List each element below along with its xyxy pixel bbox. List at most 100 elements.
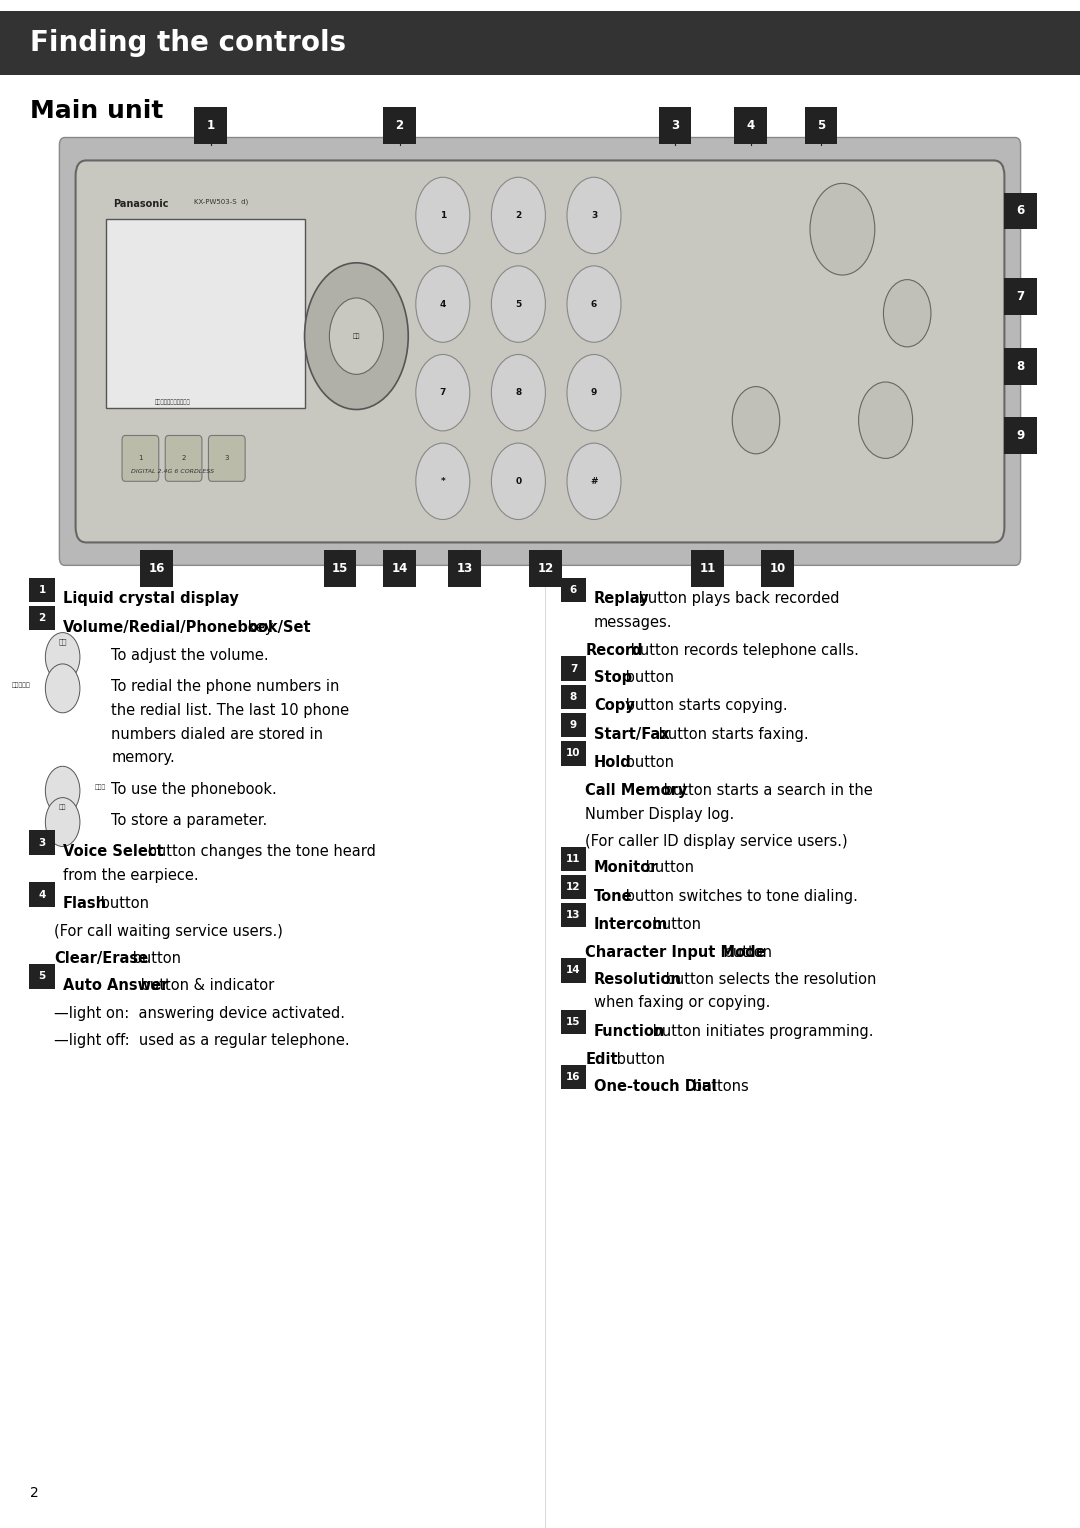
- Text: —light off:  used as a regular telephone.: —light off: used as a regular telephone.: [54, 1033, 350, 1048]
- Text: button: button: [640, 860, 693, 876]
- Text: 13: 13: [456, 562, 473, 575]
- Text: ーワンタッチダイヤルー: ーワンタッチダイヤルー: [154, 399, 191, 405]
- Text: 3: 3: [671, 119, 679, 131]
- Text: button starts copying.: button starts copying.: [621, 698, 787, 714]
- FancyBboxPatch shape: [561, 874, 586, 898]
- Text: 電話帳: 電話帳: [95, 785, 106, 790]
- FancyBboxPatch shape: [734, 107, 767, 144]
- FancyBboxPatch shape: [561, 1010, 586, 1034]
- Text: 4: 4: [440, 299, 446, 309]
- FancyBboxPatch shape: [324, 550, 356, 587]
- Text: 10: 10: [769, 562, 786, 575]
- Text: To use the phonebook.: To use the phonebook.: [111, 781, 276, 796]
- Text: 2: 2: [395, 119, 404, 131]
- Text: when faxing or copying.: when faxing or copying.: [594, 996, 770, 1010]
- Text: 12: 12: [537, 562, 554, 575]
- Text: 5: 5: [816, 119, 825, 131]
- Text: button starts faxing.: button starts faxing.: [654, 726, 809, 741]
- Text: 14: 14: [391, 562, 408, 575]
- FancyBboxPatch shape: [691, 550, 724, 587]
- Text: Clear/Erase: Clear/Erase: [54, 950, 148, 966]
- Text: Intercom: Intercom: [594, 917, 669, 932]
- Text: 2: 2: [30, 1487, 39, 1500]
- Text: 10: 10: [566, 749, 581, 758]
- Text: 12: 12: [566, 882, 581, 892]
- Text: Volume/Redial/Phonebook/Set: Volume/Redial/Phonebook/Set: [63, 620, 311, 634]
- Text: Monitor: Monitor: [594, 860, 659, 876]
- Circle shape: [567, 177, 621, 254]
- Circle shape: [45, 798, 80, 847]
- Text: button: button: [621, 669, 674, 685]
- Circle shape: [45, 633, 80, 681]
- FancyBboxPatch shape: [165, 435, 202, 481]
- Text: numbers dialed are stored in: numbers dialed are stored in: [111, 726, 323, 741]
- Text: 音量: 音量: [58, 639, 67, 645]
- Circle shape: [416, 266, 470, 342]
- Text: button switches to tone dialing.: button switches to tone dialing.: [621, 888, 858, 903]
- Circle shape: [45, 766, 80, 816]
- Circle shape: [329, 298, 383, 374]
- FancyBboxPatch shape: [561, 741, 586, 766]
- Text: 4: 4: [746, 119, 755, 131]
- Text: the redial list. The last 10 phone: the redial list. The last 10 phone: [111, 703, 349, 718]
- Text: Function: Function: [594, 1024, 665, 1039]
- Text: button: button: [719, 944, 772, 960]
- FancyBboxPatch shape: [29, 830, 55, 856]
- Text: key: key: [243, 620, 274, 634]
- Circle shape: [567, 354, 621, 431]
- FancyBboxPatch shape: [59, 138, 1021, 565]
- Text: 7: 7: [1016, 290, 1025, 303]
- Text: 6: 6: [570, 585, 577, 594]
- Text: 6: 6: [591, 299, 597, 309]
- Text: Liquid crystal display: Liquid crystal display: [63, 591, 239, 607]
- Text: 9: 9: [570, 720, 577, 730]
- Text: 15: 15: [566, 1018, 581, 1027]
- FancyBboxPatch shape: [140, 550, 173, 587]
- Text: Flash: Flash: [63, 895, 107, 911]
- Text: 9: 9: [1016, 429, 1025, 442]
- Text: 8: 8: [515, 388, 522, 397]
- Text: One-touch Dial: One-touch Dial: [594, 1079, 717, 1094]
- Text: button: button: [96, 895, 149, 911]
- FancyBboxPatch shape: [76, 160, 1004, 542]
- Circle shape: [491, 354, 545, 431]
- Text: 6: 6: [1016, 205, 1025, 217]
- Text: messages.: messages.: [594, 616, 673, 630]
- Text: button: button: [127, 950, 180, 966]
- Text: 1: 1: [440, 211, 446, 220]
- Text: Voice Select: Voice Select: [63, 843, 163, 859]
- Text: 2: 2: [39, 613, 45, 623]
- Text: 1: 1: [206, 119, 215, 131]
- Circle shape: [883, 280, 931, 347]
- Text: 5: 5: [39, 972, 45, 981]
- Text: 3: 3: [39, 837, 45, 848]
- Text: #: #: [591, 477, 597, 486]
- Text: Tone: Tone: [594, 888, 633, 903]
- Text: 3: 3: [591, 211, 597, 220]
- Circle shape: [859, 382, 913, 458]
- Circle shape: [732, 387, 780, 454]
- Text: KX-PW503-S  d): KX-PW503-S d): [194, 199, 248, 205]
- Text: Call Memory: Call Memory: [585, 782, 688, 798]
- FancyBboxPatch shape: [561, 903, 586, 927]
- FancyBboxPatch shape: [561, 958, 586, 983]
- FancyBboxPatch shape: [1004, 417, 1037, 454]
- Circle shape: [416, 177, 470, 254]
- FancyBboxPatch shape: [29, 607, 55, 630]
- Text: from the earpiece.: from the earpiece.: [63, 868, 199, 883]
- Text: 15: 15: [332, 562, 349, 575]
- Circle shape: [416, 354, 470, 431]
- Text: 16: 16: [148, 562, 165, 575]
- Text: 8: 8: [1016, 361, 1025, 373]
- Text: button: button: [621, 755, 674, 770]
- Text: —light on:  answering device activated.: —light on: answering device activated.: [54, 1005, 345, 1021]
- Text: 決定: 決定: [59, 804, 66, 810]
- Text: 2: 2: [181, 455, 186, 461]
- Text: 7: 7: [570, 663, 577, 674]
- Text: Panasonic: Panasonic: [113, 199, 168, 209]
- FancyBboxPatch shape: [29, 964, 55, 989]
- FancyBboxPatch shape: [805, 107, 837, 144]
- Text: button: button: [648, 917, 701, 932]
- Text: Stop: Stop: [594, 669, 632, 685]
- Text: 5: 5: [515, 299, 522, 309]
